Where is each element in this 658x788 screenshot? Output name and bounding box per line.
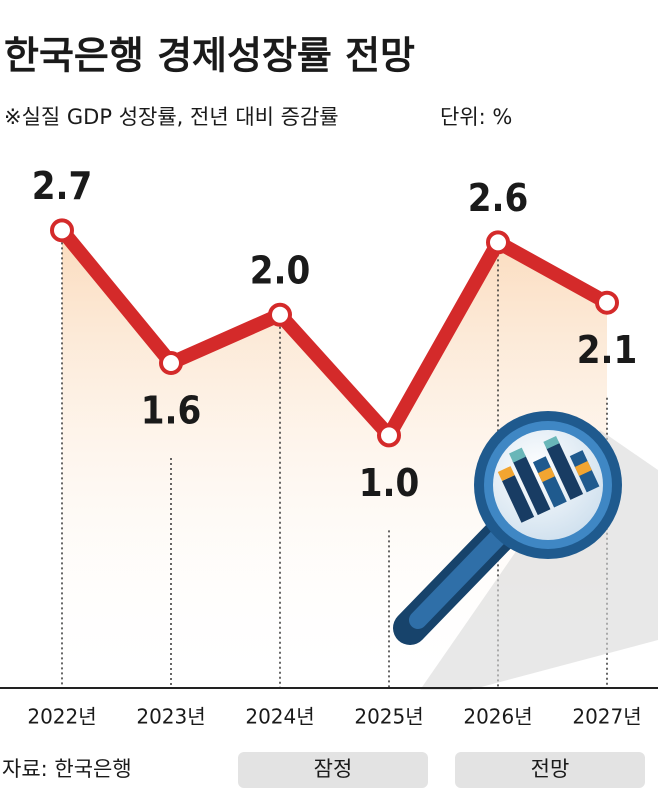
labels: 2.7 2022년 1.6 2023년 2.0 2024년 1.0 2025년 2.6 2026년…	[27, 164, 641, 729]
value-label: 2.0	[250, 248, 311, 292]
line	[56, 225, 611, 443]
x-tick-label: 2027년	[572, 705, 641, 729]
point	[268, 302, 292, 327]
x-tick-label: 2026년	[463, 705, 532, 729]
chart-title: 한국은행 경제성장률 전망	[4, 34, 415, 78]
magnifier-illustration	[393, 411, 658, 690]
value-label: 2.6	[468, 176, 529, 220]
point	[377, 423, 401, 448]
value-label: 1.6	[141, 389, 202, 433]
period-box	[455, 752, 645, 788]
point	[159, 351, 183, 375]
x-tick-label: 2023년	[136, 705, 205, 729]
value-label: 2.7	[32, 164, 93, 208]
period-label: 전망	[531, 757, 570, 781]
value-label: 1.0	[359, 461, 420, 505]
period-box	[238, 752, 428, 788]
x-tick-label: 2025년	[354, 705, 423, 729]
point	[486, 230, 510, 255]
point	[50, 218, 74, 243]
period-label: 잠정	[314, 757, 353, 781]
subtitle: ※실질 GDP 성장률, 전년 대비 증감률	[4, 105, 339, 129]
unit-label: 단위: %	[440, 105, 512, 129]
value-label: 2.1	[577, 328, 638, 372]
x-tick-label: 2022년	[27, 705, 96, 729]
x-tick-label: 2024년	[245, 705, 314, 729]
source: 자료: 한국은행	[2, 757, 132, 781]
point	[595, 290, 619, 315]
